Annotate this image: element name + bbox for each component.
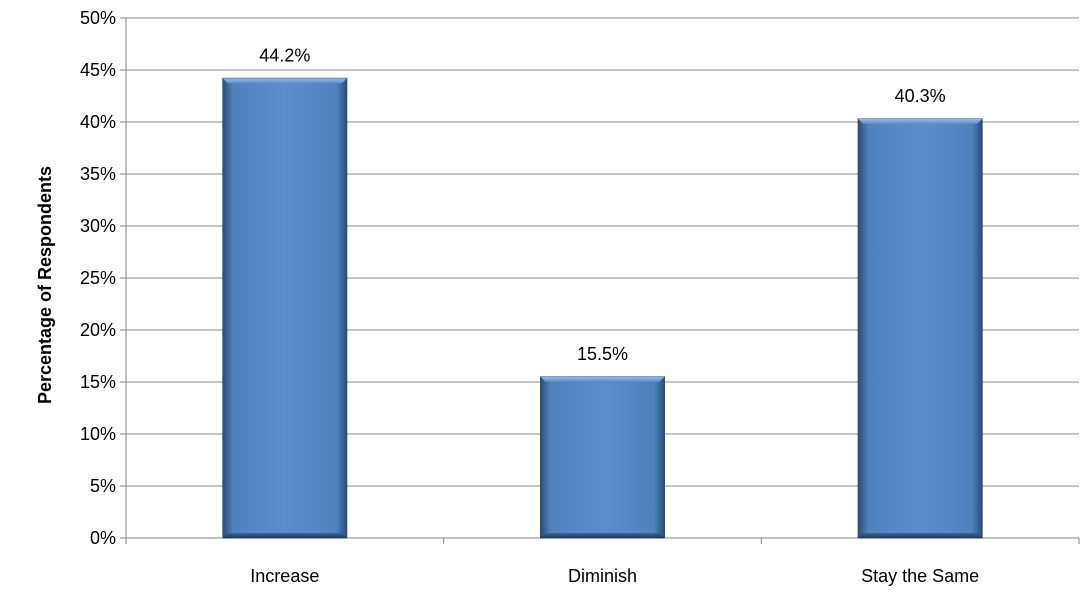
y-tick-label: 25% [80, 268, 116, 288]
y-tick-label: 35% [80, 164, 116, 184]
y-axis-title: Percentage of Respondents [35, 166, 55, 404]
y-tick-label: 50% [80, 8, 116, 28]
labels: 0% 5% 10% 15% 20% 25% 30% 35% 40% 45% 50% 44.2% Incr… [80, 8, 979, 586]
bar-body [540, 376, 665, 539]
y-tick-label: 10% [80, 424, 116, 444]
x-category-label: Increase [250, 566, 319, 586]
x-category-label: Stay the Same [861, 566, 979, 586]
bar-bottom-bevel [540, 533, 665, 538]
bar-stay-the-same [857, 118, 983, 539]
bar-body [857, 118, 983, 539]
data-label: 15.5% [577, 344, 628, 364]
bar-diminish [540, 376, 665, 539]
y-tick-label: 20% [80, 320, 116, 340]
bar-top-bevel [540, 376, 665, 382]
y-tick-label: 30% [80, 216, 116, 236]
bar-bottom-bevel [222, 533, 347, 538]
y-tick-label: 40% [80, 112, 116, 132]
bar-body [222, 77, 348, 539]
y-tick-label: 5% [90, 476, 116, 496]
y-tick-label: 15% [80, 372, 116, 392]
bar-bottom-bevel [858, 533, 983, 538]
data-label: 44.2% [259, 45, 310, 65]
bar-increase [222, 77, 348, 539]
x-category-label: Diminish [568, 566, 637, 586]
data-label: 40.3% [895, 86, 946, 106]
bar-top-bevel [222, 78, 347, 84]
y-tick-label: 45% [80, 60, 116, 80]
y-tick-label: 0% [90, 528, 116, 548]
bars [222, 77, 983, 539]
bar-top-bevel [858, 118, 983, 124]
